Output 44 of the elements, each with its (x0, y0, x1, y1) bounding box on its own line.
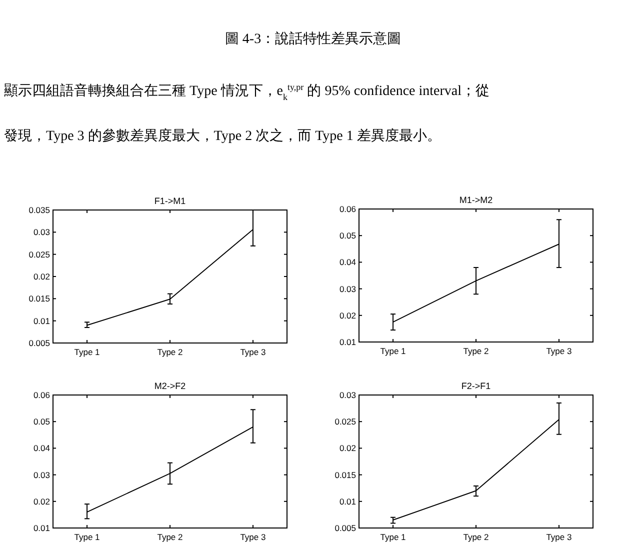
y-tick-label: 0.04 (339, 257, 356, 268)
y-tick-label: 0.01 (33, 522, 50, 533)
text: 顯示四組語音轉換組合在三種 Type 情況下，e$_{k}$$^{ty,pr}$ 的 95% confidence interval；從 (4, 82, 490, 102)
y-tick-label: 0.01 (33, 316, 50, 326)
text: 發現，Type 3 的參數差異度最大，Type 2 次之，而 Type 1 差異度最小。 (4, 128, 441, 144)
y-tick-label: 0.03 (33, 470, 50, 480)
y-tick-label: 0.03 (33, 227, 50, 238)
x-tick-label: Type 1 (380, 346, 406, 356)
y-tick-label: 0.04 (33, 443, 50, 454)
y-tick-label: 0.02 (339, 310, 356, 320)
y-tick-label: 0.025 (334, 416, 356, 427)
y-tick-label: 0.03 (339, 390, 356, 400)
x-tick-label: Type 1 (74, 532, 100, 542)
x-tick-label: Type 2 (463, 532, 490, 542)
x-tick-label: Type 3 (240, 347, 266, 357)
y-tick-label: 0.03 (339, 284, 356, 294)
y-tick-label: 0.02 (33, 271, 50, 282)
x-tick-label: Type 1 (74, 347, 100, 357)
chart-title: M2->F2 (154, 381, 186, 391)
x-tick-label: Type 1 (380, 532, 406, 542)
y-tick-label: 0.005 (28, 338, 50, 348)
y-tick-label: 0.015 (334, 470, 356, 480)
y-tick-label: 0.005 (334, 522, 356, 533)
x-tick-label: Type 3 (546, 532, 572, 542)
y-tick-label: 0.05 (339, 230, 356, 241)
y-tick-label: 0.025 (28, 249, 50, 260)
x-tick-label: Type 3 (546, 346, 572, 356)
x-tick-label: Type 2 (463, 346, 490, 356)
y-tick-label: 0.035 (28, 204, 50, 215)
x-tick-label: Type 3 (240, 532, 266, 542)
y-tick-label: 0.02 (33, 496, 50, 506)
y-tick-label: 0.015 (28, 294, 50, 304)
y-tick-label: 0.01 (339, 336, 356, 347)
x-tick-label: Type 2 (157, 347, 184, 357)
caption: 圖 4-3：說話特性差異示意圖 (224, 31, 402, 47)
chart-title: F2->F1 (461, 381, 491, 391)
y-tick-label: 0.05 (33, 416, 50, 427)
chart-title: M1->M2 (459, 195, 493, 205)
x-tick-label: Type 2 (157, 532, 184, 542)
y-tick-label: 0.01 (339, 496, 356, 506)
y-tick-label: 0.06 (339, 204, 356, 214)
y-tick-label: 0.06 (33, 390, 50, 400)
y-tick-label: 0.02 (339, 443, 356, 454)
chart-title: F1->M1 (154, 196, 186, 206)
